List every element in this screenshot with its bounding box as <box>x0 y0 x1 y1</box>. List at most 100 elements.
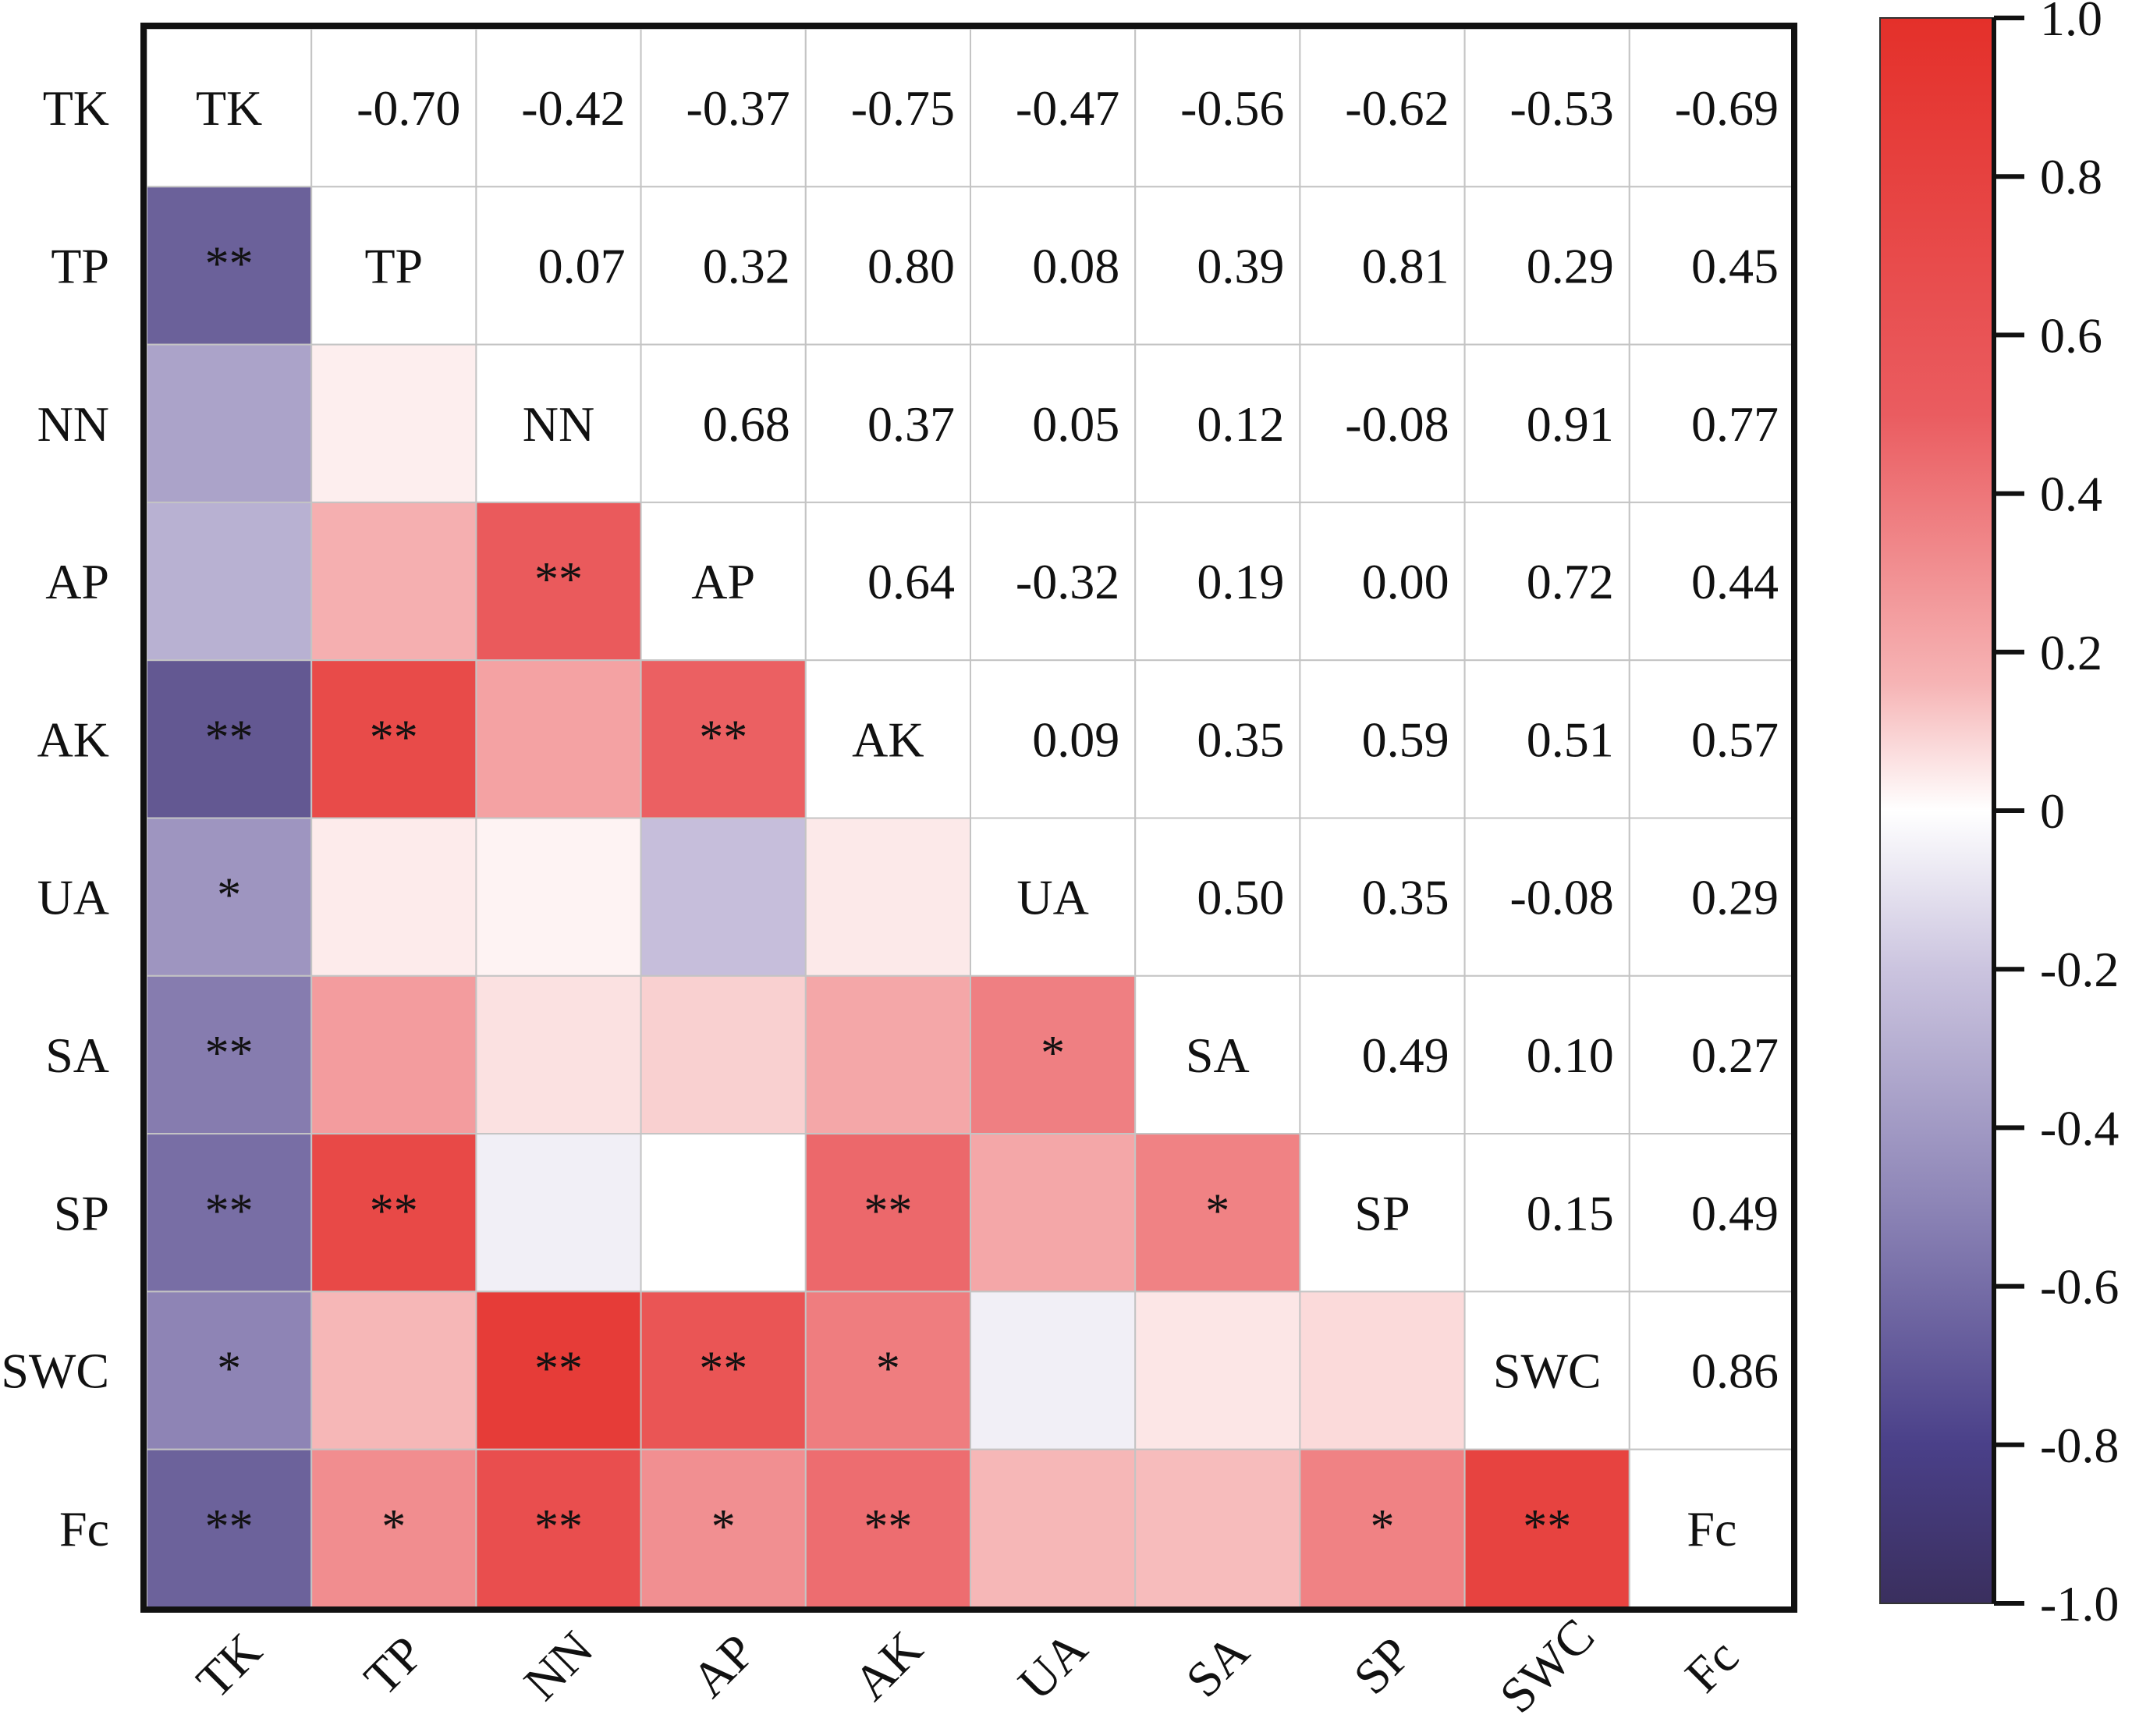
heatmap-cell <box>640 1133 807 1293</box>
significance-marker: ** <box>370 711 418 764</box>
row-label: SWC <box>1 1344 109 1399</box>
colorbar-gradient <box>1879 17 1995 1604</box>
heatmap-cell <box>804 28 972 188</box>
significance-marker: ** <box>205 237 254 290</box>
heatmap-cell <box>310 817 477 977</box>
heatmap-cell <box>804 1290 972 1450</box>
column-label: UA <box>1008 1621 1098 1711</box>
heatmap-cell <box>640 1448 807 1608</box>
column-label: TP <box>353 1625 434 1706</box>
correlation-value: 0.35 <box>1362 870 1449 925</box>
significance-marker: * <box>217 1343 241 1396</box>
column-label: Fc <box>1674 1628 1748 1702</box>
heatmap-cell <box>804 343 972 503</box>
diagonal-label: UA <box>1016 870 1088 925</box>
correlation-value: 0.07 <box>538 238 626 293</box>
heatmap-cell <box>1628 501 1796 662</box>
heatmap-cell <box>1463 975 1630 1135</box>
heatmap-cell <box>1628 975 1796 1135</box>
heatmap-cell <box>310 1448 477 1608</box>
colorbar: 1.0 0.8 0.6 0.4 0.2 0 -0.2 -0.4 -0.6 -0.8 -1.0 <box>1879 0 2119 1631</box>
correlation-value: 0.57 <box>1691 712 1779 767</box>
correlation-value: -0.32 <box>1016 554 1119 609</box>
significance-marker: ** <box>534 1343 583 1396</box>
diagonal-label: SP <box>1354 1185 1410 1241</box>
heatmap-cell <box>1463 1448 1630 1608</box>
correlation-value: 0.77 <box>1691 396 1779 452</box>
heatmap-cell <box>804 975 972 1135</box>
heatmap-cell <box>310 975 477 1135</box>
heatmap-cell <box>640 343 807 503</box>
heatmap-cell <box>970 28 1137 188</box>
heatmap-cell <box>1299 1290 1466 1450</box>
heatmap-cell <box>146 343 313 503</box>
heatmap-cell <box>146 817 313 977</box>
heatmap-cell <box>310 659 477 819</box>
heatmap-cell <box>804 817 972 977</box>
heatmap-cell <box>310 1133 477 1293</box>
heatmap-cell <box>146 28 313 188</box>
diagonal-label: AP <box>691 554 755 609</box>
heatmap-cell <box>1299 1133 1466 1293</box>
colorbar-tick-label: -0.4 <box>2040 1100 2119 1156</box>
heatmap-cell <box>970 186 1137 346</box>
correlation-value: 0.64 <box>867 554 955 609</box>
correlation-value: -0.69 <box>1675 80 1779 136</box>
heatmap-cell <box>1299 186 1466 346</box>
heatmap-cell <box>640 659 807 819</box>
correlation-value: 0.45 <box>1691 238 1779 293</box>
heatmap-cell <box>1463 817 1630 977</box>
colorbar-tick-label: 0 <box>2040 783 2065 839</box>
heatmap-cell <box>475 186 642 346</box>
heatmap-cell <box>640 975 807 1135</box>
significance-marker: * <box>1041 1027 1065 1080</box>
row-label: AP <box>45 554 109 609</box>
correlation-value: 0.29 <box>1527 238 1614 293</box>
heatmap-cell <box>1628 817 1796 977</box>
row-label: SA <box>45 1028 109 1083</box>
correlation-value: -0.47 <box>1016 80 1119 136</box>
heatmap-cell <box>310 1290 477 1450</box>
correlation-value: 0.59 <box>1362 712 1449 767</box>
correlation-value: 0.39 <box>1197 238 1284 293</box>
significance-marker: * <box>381 1500 406 1553</box>
heatmap-cell <box>1134 1448 1301 1608</box>
heatmap-cell <box>804 501 972 662</box>
row-label: TK <box>43 80 109 136</box>
correlation-value: 0.12 <box>1197 396 1284 452</box>
heatmap-cell <box>804 659 972 819</box>
heatmap-cell <box>475 343 642 503</box>
row-label: Fc <box>59 1501 109 1557</box>
heatmap-cell <box>1134 186 1301 346</box>
correlation-value: -0.62 <box>1345 80 1449 136</box>
heatmap-cell <box>1628 1290 1796 1450</box>
heatmap-cell <box>475 975 642 1135</box>
diagonal-label: AK <box>852 712 924 767</box>
correlation-value: 0.68 <box>703 396 790 452</box>
heatmap-cell <box>640 28 807 188</box>
correlation-value: -0.08 <box>1509 870 1613 925</box>
significance-marker: ** <box>699 1343 747 1396</box>
colorbar-tick-label: 0.2 <box>2040 625 2102 680</box>
correlation-value: 0.00 <box>1362 554 1449 609</box>
row-label: AK <box>37 712 109 767</box>
column-labels: TK TP NN AP AK UA SA SP SWC Fc <box>186 1608 1749 1724</box>
heatmap-cell <box>146 659 313 819</box>
heatmap-cells: TK -0.70 -0.42 -0.37 -0.75 -0.47 -0.56 -0.62 -0.… <box>146 28 1796 1608</box>
correlation-value: 0.05 <box>1032 396 1119 452</box>
colorbar-tick-label: -0.6 <box>2040 1259 2119 1315</box>
significance-marker: * <box>1371 1500 1395 1553</box>
heatmap-cell <box>1628 1448 1796 1608</box>
correlation-value: 0.10 <box>1527 1028 1614 1083</box>
diagonal-label: SA <box>1186 1028 1250 1083</box>
correlation-value: 0.49 <box>1691 1185 1779 1241</box>
diagonal-label: SWC <box>1493 1344 1602 1399</box>
correlation-value: 0.50 <box>1197 870 1284 925</box>
correlation-value: -0.42 <box>521 80 625 136</box>
correlation-value: 0.32 <box>703 238 790 293</box>
colorbar-tick-label: 0.4 <box>2040 467 2102 522</box>
diagonal-label: TK <box>196 80 262 136</box>
heatmap-cell <box>970 975 1137 1135</box>
significance-marker: ** <box>699 711 747 764</box>
